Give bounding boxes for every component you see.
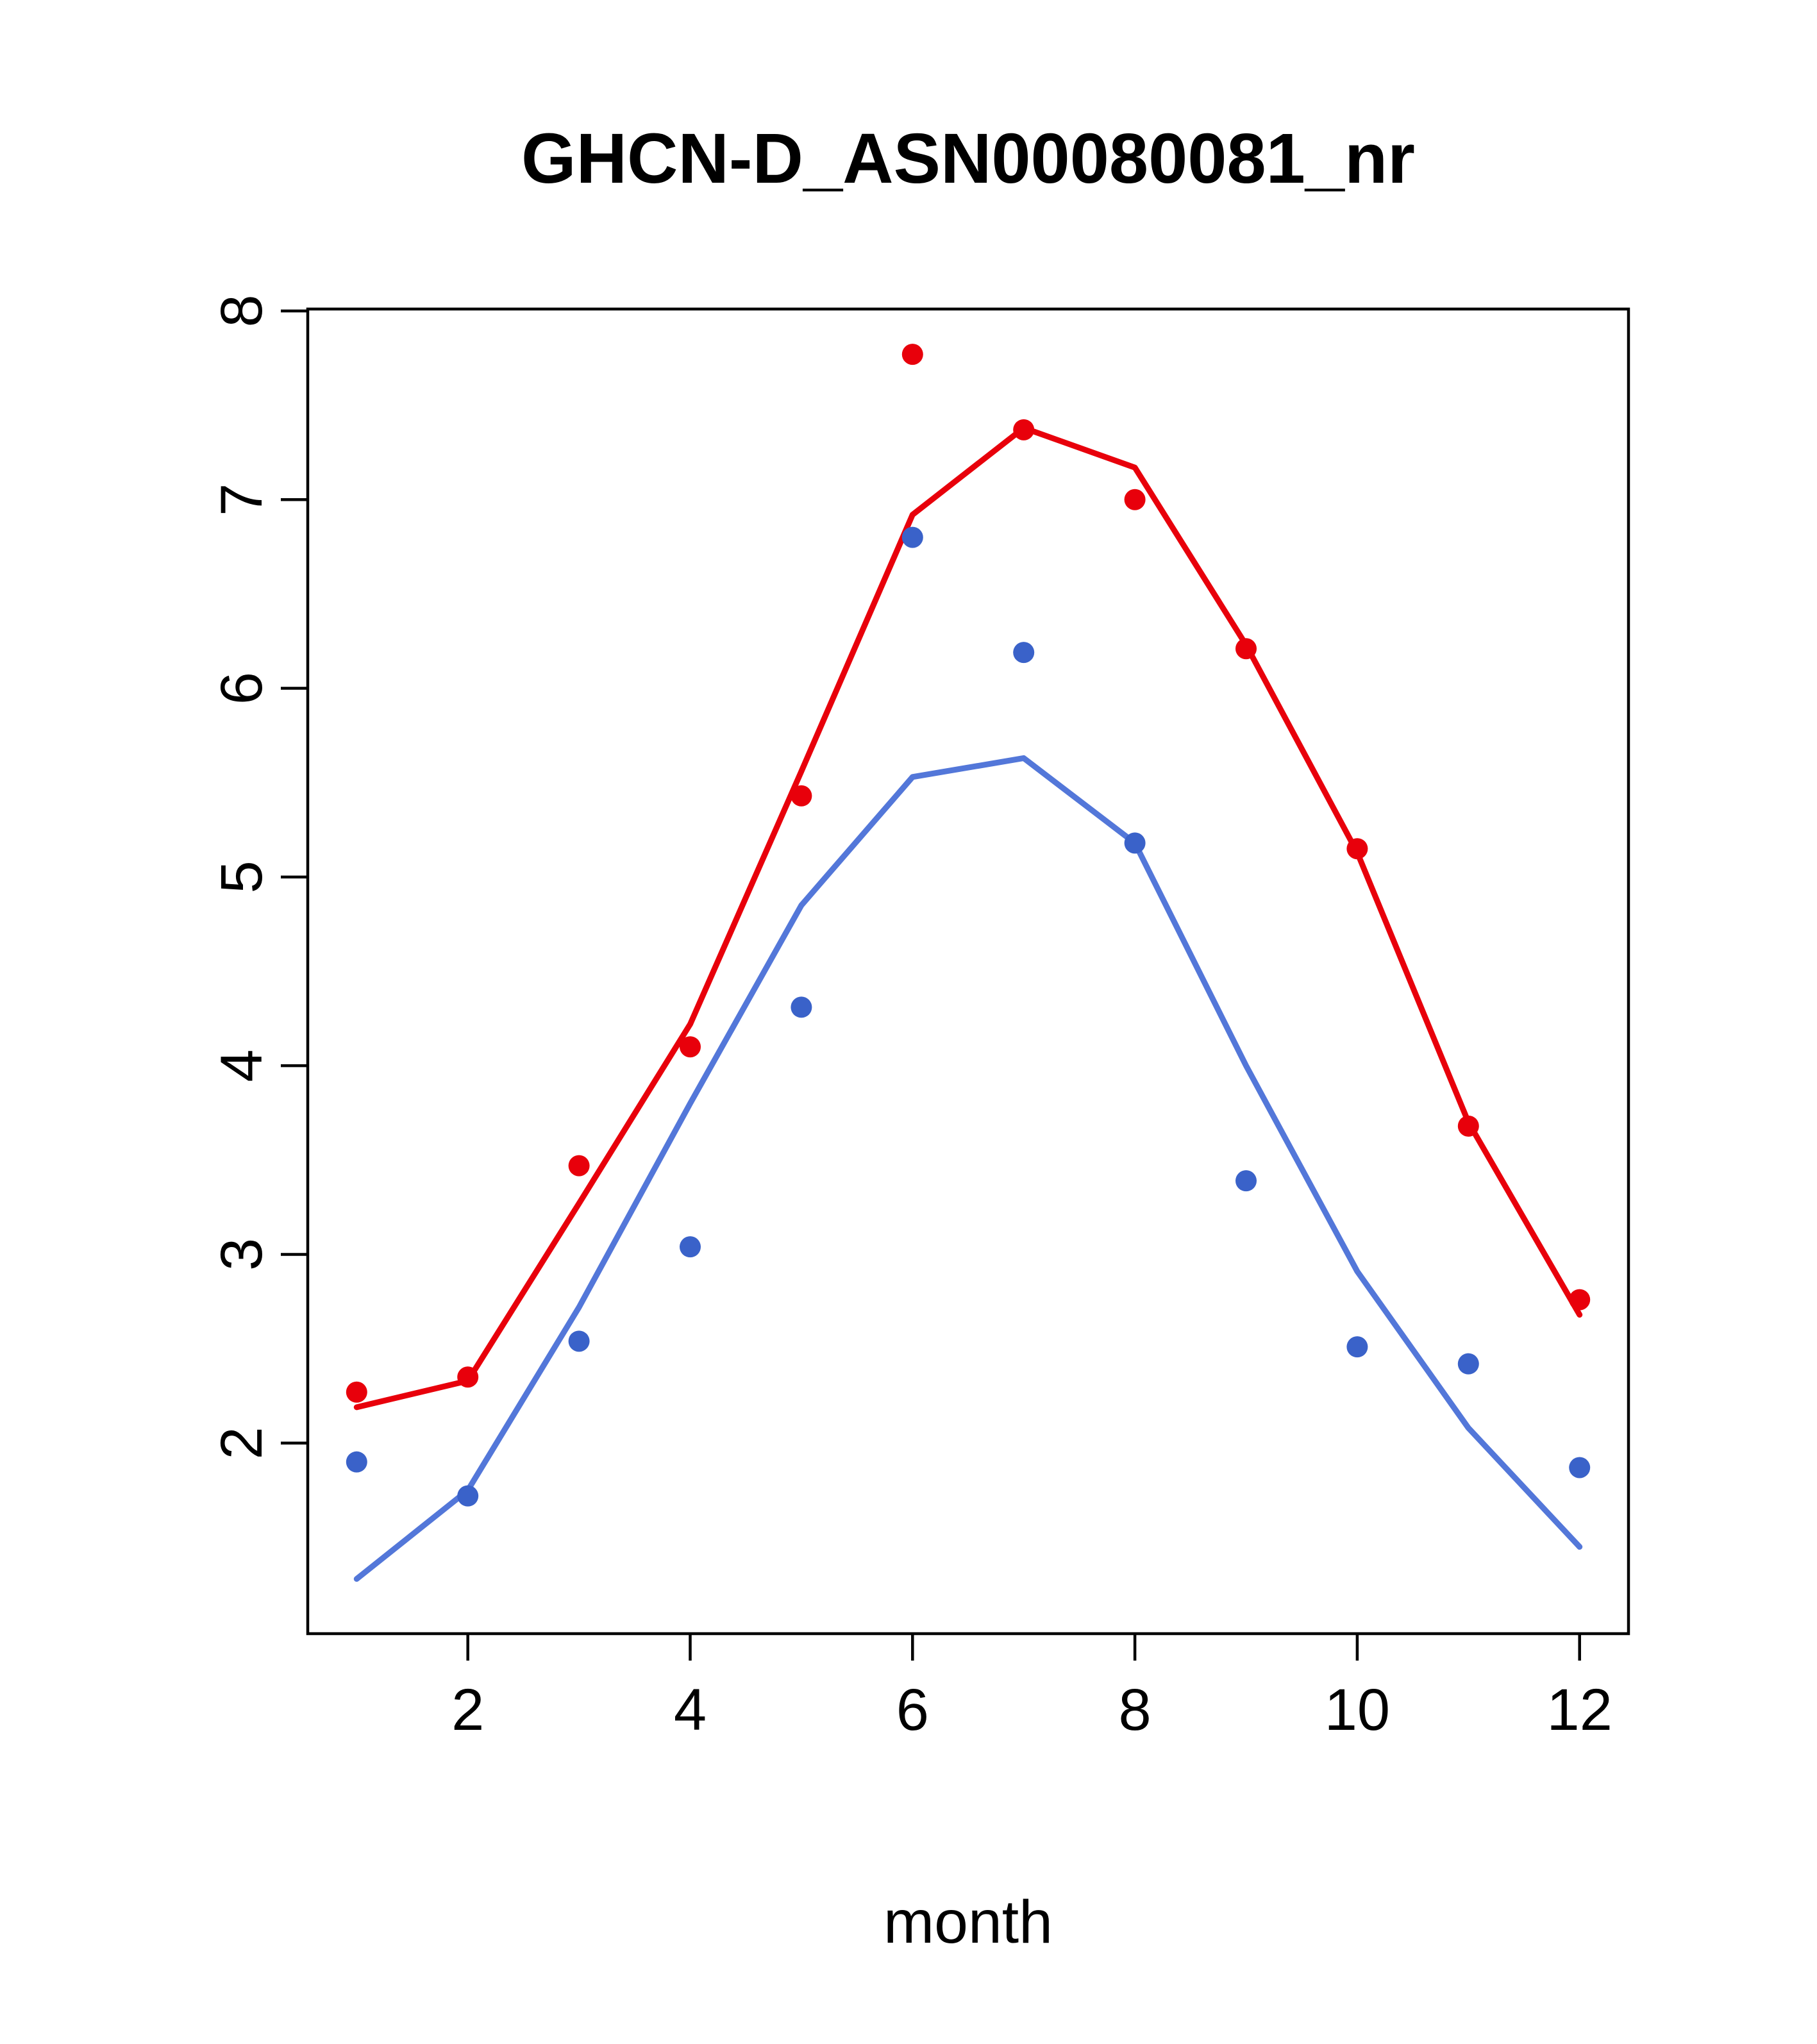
red-points-point (1346, 838, 1368, 860)
plot-border (306, 307, 1630, 1636)
red-points-point (1457, 1115, 1479, 1137)
blue-points-point (791, 996, 812, 1018)
red-points-point (1235, 638, 1257, 660)
axes: 2 4 6 8 10 12 2 3 4 5 6 7 8 (209, 294, 1630, 1743)
blue-line (353, 755, 1583, 1582)
blue-points-point (1569, 1457, 1591, 1479)
red-points-point (791, 785, 812, 807)
red-points-point (457, 1366, 479, 1388)
x-tick-label: 4 (674, 1677, 707, 1743)
red-points-point (1013, 419, 1035, 440)
y-tick-label: 3 (209, 1238, 274, 1271)
blue-points-point (568, 1330, 590, 1352)
blue-points-point (457, 1485, 479, 1507)
blue-points-point (679, 1236, 701, 1258)
red-points-point (901, 344, 923, 365)
y-tick-label: 8 (209, 294, 274, 327)
x-tick-label: 12 (1547, 1677, 1612, 1743)
x-tick-label: 2 (451, 1677, 484, 1743)
y-tick-label: 4 (209, 1050, 274, 1082)
red-points-point (1124, 489, 1146, 510)
blue-points-point (1457, 1353, 1479, 1375)
blue-points-point (1124, 832, 1146, 854)
red-points-point (1569, 1289, 1591, 1311)
data-series (346, 344, 1591, 1582)
blue-points-point (901, 526, 923, 548)
red-points-point (568, 1155, 590, 1177)
x-tick-label: 10 (1325, 1677, 1390, 1743)
y-tick-label: 7 (209, 483, 274, 516)
blue-points-point (1013, 642, 1035, 664)
y-tick-label: 2 (209, 1427, 274, 1459)
y-tick-label: 6 (209, 672, 274, 705)
chart-title: GHCN-D_ASN00080081_nr (521, 119, 1415, 198)
blue-points-point (1346, 1336, 1368, 1358)
blue-points-point (346, 1451, 367, 1473)
x-axis-label: month (883, 1888, 1053, 1956)
red-points-point (346, 1381, 367, 1403)
red-line (353, 424, 1583, 1411)
red-points-point (679, 1036, 701, 1058)
blue-points-point (1235, 1170, 1257, 1192)
x-tick-label: 8 (1119, 1677, 1151, 1743)
x-tick-label: 6 (896, 1677, 929, 1743)
y-tick-label: 5 (209, 860, 274, 893)
